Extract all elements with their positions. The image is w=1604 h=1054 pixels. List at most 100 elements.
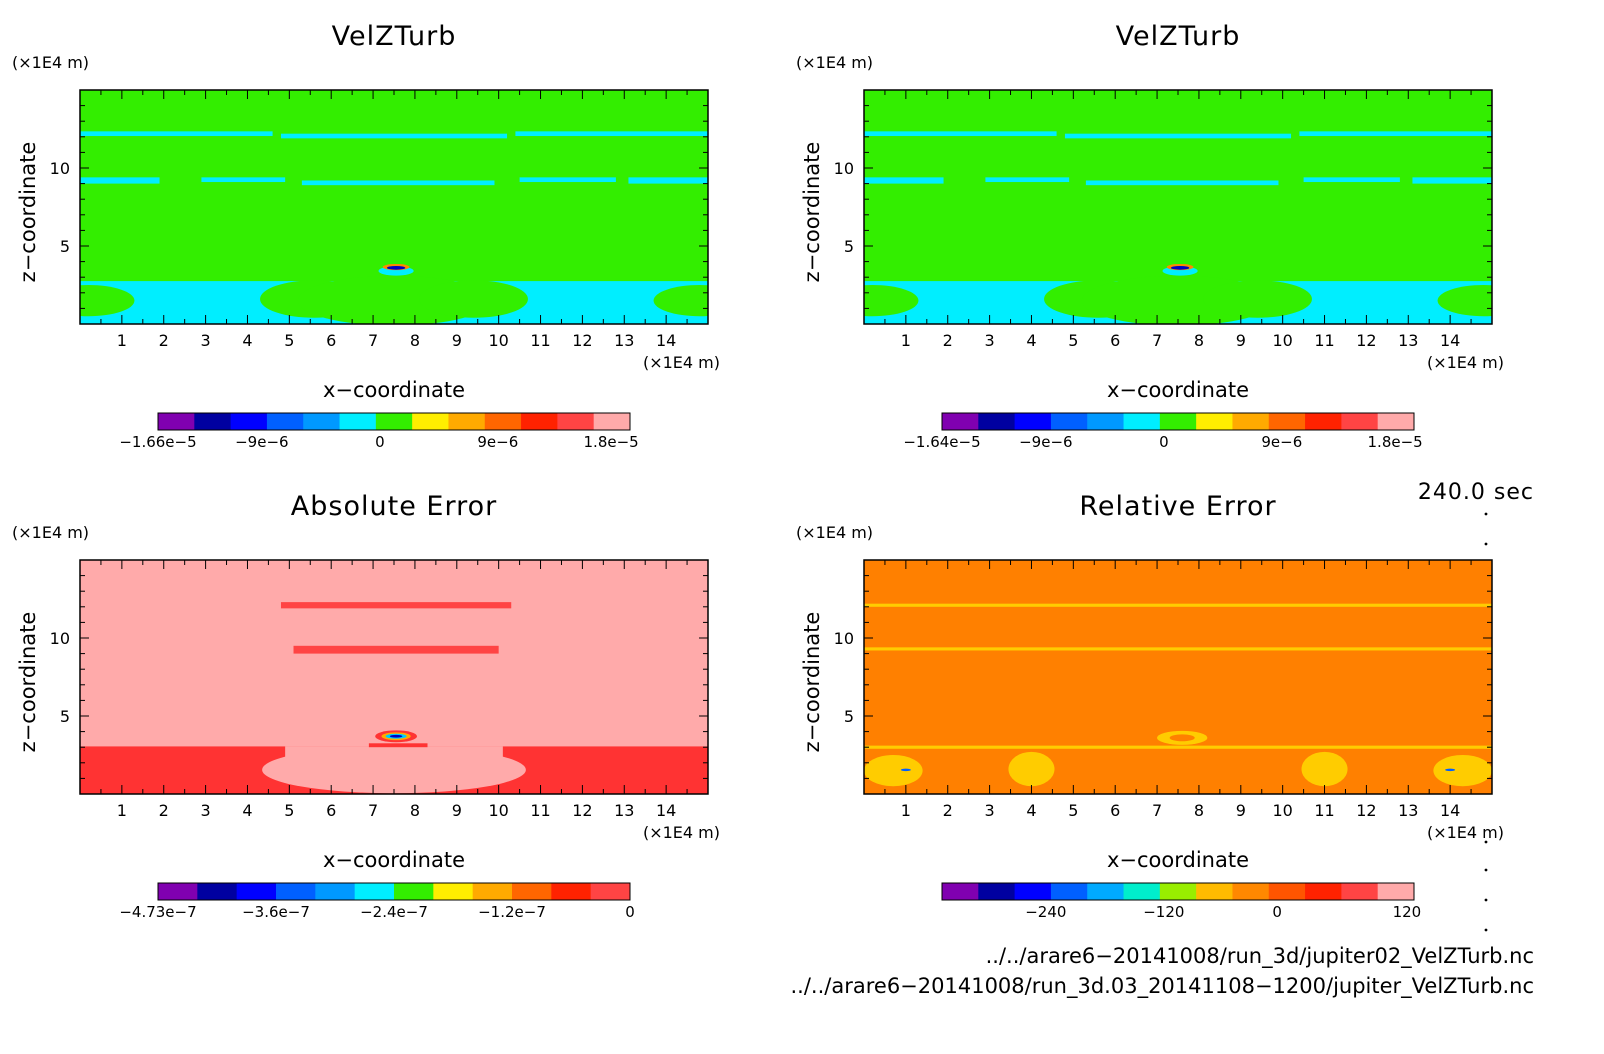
x-unit-label: (×1E4 m) bbox=[643, 823, 720, 842]
x-tick-label: 12 bbox=[1356, 801, 1376, 820]
contour-region bbox=[1170, 265, 1190, 270]
colorbar-tick-label: 1.8e−5 bbox=[584, 433, 639, 451]
field-background bbox=[864, 560, 1492, 794]
colorbar-segment bbox=[276, 883, 316, 900]
x-tick-label: 9 bbox=[452, 801, 462, 820]
x-tick-label: 1 bbox=[901, 331, 911, 350]
colorbar-tick-label: 0 bbox=[375, 433, 385, 451]
x-tick-label: 13 bbox=[614, 801, 634, 820]
colorbar-tick-label: −3.6e−7 bbox=[242, 903, 310, 921]
y-tick-label: 10 bbox=[50, 159, 70, 178]
colorbar-segment bbox=[375, 413, 413, 430]
chart-title: VelZTurb bbox=[332, 21, 457, 52]
colorbar-segment bbox=[303, 413, 341, 430]
contour-region bbox=[864, 177, 944, 184]
x-axis-label: x−coordinate bbox=[1107, 378, 1249, 402]
colorbar-tick-label: −240 bbox=[1025, 903, 1066, 921]
colorbar-segment bbox=[1196, 883, 1233, 900]
colorbar-tick-label: 1.8e−5 bbox=[1368, 433, 1423, 451]
plot-area bbox=[80, 560, 708, 794]
contour-region bbox=[985, 177, 1070, 183]
contour-region bbox=[386, 265, 406, 270]
chart-title: Relative Error bbox=[1079, 491, 1276, 522]
x-tick-label: 4 bbox=[1026, 331, 1036, 350]
plot-area bbox=[80, 90, 708, 324]
dot-marker bbox=[1484, 898, 1488, 902]
chart-panel-1: VelZTurb(×1E4 m)1 2 3 4 5 6 7 8 9 10 11 12 13 14510(×… bbox=[12, 21, 720, 451]
x-tick-label: 7 bbox=[1152, 331, 1162, 350]
x-tick-label: 12 bbox=[1356, 331, 1376, 350]
colorbar-segment bbox=[521, 413, 558, 430]
colorbar-tick-label: 9e−6 bbox=[477, 433, 518, 451]
x-axis-label: x−coordinate bbox=[1107, 848, 1249, 872]
contour-region bbox=[280, 133, 508, 139]
dot-marker bbox=[1484, 868, 1488, 872]
x-tick-label: 6 bbox=[326, 331, 336, 350]
chart-title: Absolute Error bbox=[291, 491, 497, 522]
colorbar-tick-label: −4.73e−7 bbox=[119, 903, 196, 921]
x-axis-label: x−coordinate bbox=[323, 848, 465, 872]
x-tick-label: 7 bbox=[368, 801, 378, 820]
x-tick-label: 10 bbox=[488, 331, 508, 350]
contour-region bbox=[515, 131, 708, 137]
contour-region bbox=[285, 746, 503, 773]
contour-region bbox=[419, 280, 528, 318]
x-tick-label: 8 bbox=[410, 801, 420, 820]
colorbar-segment bbox=[978, 883, 1016, 900]
colorbar-tick-label: −1.2e−7 bbox=[478, 903, 546, 921]
contour-region bbox=[201, 177, 286, 183]
x-tick-label: 7 bbox=[368, 331, 378, 350]
x-tick-label: 10 bbox=[1272, 331, 1292, 350]
colorbar-segment bbox=[1196, 413, 1233, 430]
x-tick-label: 5 bbox=[284, 801, 294, 820]
colorbar-segment bbox=[266, 413, 304, 430]
contour-region bbox=[864, 603, 1492, 607]
colorbar-segment bbox=[197, 883, 238, 900]
contour-region bbox=[900, 768, 911, 772]
colorbar-segment bbox=[512, 883, 552, 900]
colorbar-segment bbox=[1123, 413, 1161, 430]
y-unit-label: (×1E4 m) bbox=[796, 53, 873, 72]
x-tick-label: 11 bbox=[1314, 801, 1334, 820]
colorbar-segment bbox=[315, 883, 356, 900]
y-unit-label: (×1E4 m) bbox=[12, 523, 89, 542]
colorbar-segment bbox=[942, 413, 979, 430]
colorbar-segment bbox=[230, 413, 268, 430]
contour-region bbox=[628, 177, 708, 184]
contour-region bbox=[389, 734, 403, 738]
colorbar: −240 −120 0 120 bbox=[941, 882, 1421, 921]
colorbar-frame bbox=[157, 882, 631, 901]
chart-title: VelZTurb bbox=[1116, 21, 1241, 52]
contour-region bbox=[519, 177, 616, 183]
colorbar-segment bbox=[354, 883, 395, 900]
x-axis-label: x−coordinate bbox=[323, 378, 465, 402]
x-tick-label: 7 bbox=[1152, 801, 1162, 820]
colorbar-segment bbox=[1232, 413, 1270, 430]
dot-marker bbox=[1484, 840, 1488, 844]
colorbar-tick-label: −9e−6 bbox=[1019, 433, 1072, 451]
contour-region bbox=[1303, 177, 1400, 183]
x-tick-label: 4 bbox=[242, 331, 252, 350]
x-tick-label: 14 bbox=[1440, 801, 1460, 820]
x-tick-label: 14 bbox=[656, 331, 676, 350]
colorbar-segment bbox=[551, 883, 592, 900]
dot-marker bbox=[1484, 512, 1488, 516]
x-tick-label: 11 bbox=[530, 331, 550, 350]
x-tick-label: 9 bbox=[452, 331, 462, 350]
colorbar-segment bbox=[394, 883, 434, 900]
x-tick-label: 11 bbox=[530, 801, 550, 820]
colorbar-tick-label: −2.4e−7 bbox=[360, 903, 428, 921]
colorbar-segment bbox=[1050, 413, 1088, 430]
contour-region bbox=[1412, 177, 1492, 184]
x-unit-label: (×1E4 m) bbox=[1427, 823, 1504, 842]
y-tick-label: 10 bbox=[834, 159, 854, 178]
x-tick-label: 10 bbox=[488, 801, 508, 820]
plot-area bbox=[864, 560, 1492, 794]
contour-region bbox=[653, 285, 708, 317]
x-tick-label: 1 bbox=[117, 801, 127, 820]
x-tick-label: 9 bbox=[1236, 801, 1246, 820]
colorbar-segment bbox=[1341, 413, 1379, 430]
colorbar-segment bbox=[1014, 413, 1052, 430]
x-tick-label: 1 bbox=[117, 331, 127, 350]
x-tick-label: 8 bbox=[410, 331, 420, 350]
